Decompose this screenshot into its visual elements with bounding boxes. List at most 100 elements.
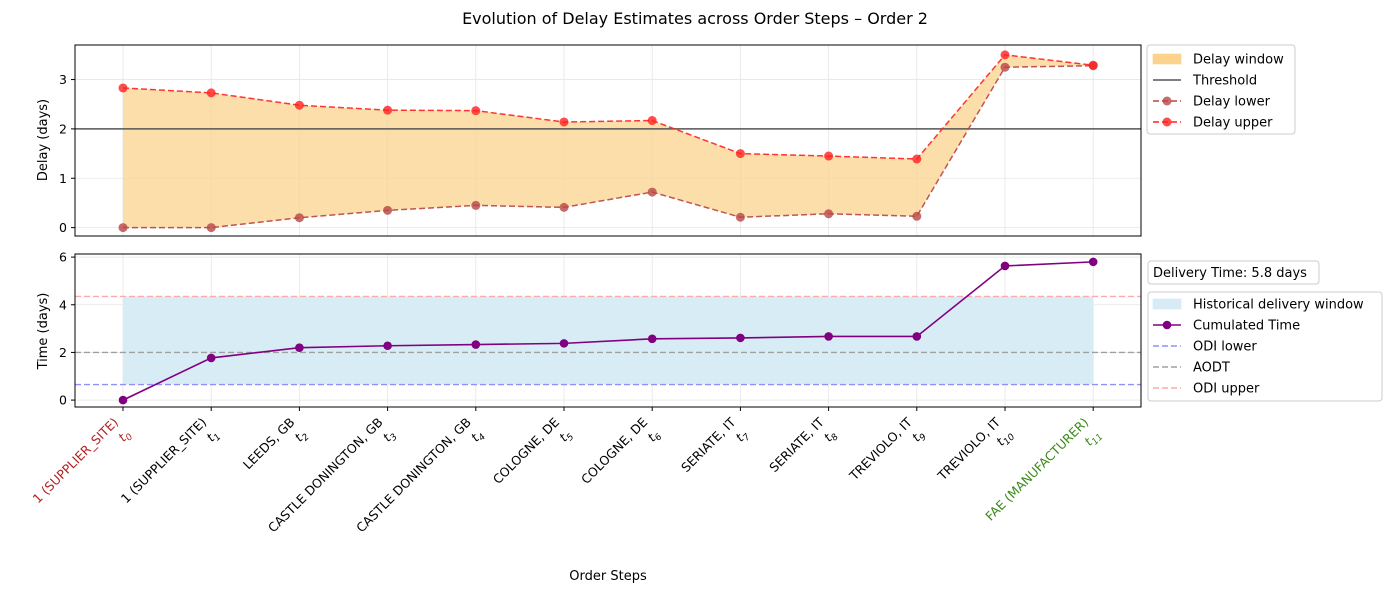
x-tick-step: t8 xyxy=(821,426,841,446)
y-tick-label: 6 xyxy=(59,250,67,265)
delay-lower-point xyxy=(471,200,481,210)
cumulated-time-point xyxy=(824,332,833,341)
delay-lower-point xyxy=(647,187,657,197)
legend-delay-window-swatch xyxy=(1152,53,1182,65)
x-tick-label-group: FAE (MANUFACTURER)t11 xyxy=(982,415,1105,524)
y-tick-label: 0 xyxy=(59,393,67,408)
cumulated-time-point xyxy=(1088,257,1098,267)
cumulated-time-point xyxy=(383,341,392,351)
delay-lower-point xyxy=(824,209,834,219)
cumulated-time-point xyxy=(206,353,216,363)
delay-upper-point xyxy=(294,100,304,110)
x-tick-labels: 1 (SUPPLIER_SITE)t01 (SUPPLIER_SITE)t1 LE… xyxy=(30,407,1105,535)
x-tick-step: t4 xyxy=(468,426,488,446)
time-panel-yticks: 0 2 4 6 xyxy=(59,250,75,408)
legend-delay-lower-swatch-marker xyxy=(1162,96,1172,106)
legend-ref-2-label: ODI upper xyxy=(1193,382,1260,397)
delivery-time-annotation: Delivery Time: 5.8 days xyxy=(1153,266,1307,281)
legend-delay-upper-label: Delay upper xyxy=(1193,116,1273,131)
time-panel-frame xyxy=(74,253,1142,408)
delay-upper-point xyxy=(1000,50,1010,60)
delay-upper-point xyxy=(206,88,216,98)
delay-upper-point xyxy=(647,116,657,126)
delay-panel-frame xyxy=(74,44,1142,237)
y-tick-label: 0 xyxy=(59,220,67,235)
legend-delay-upper-swatch-marker xyxy=(1162,117,1172,127)
delay-upper-point xyxy=(383,105,393,115)
legend-ref-1-label: AODT xyxy=(1193,361,1230,376)
delay-legend: Delay window Threshold Delay lower Delay up… xyxy=(1146,44,1296,135)
delay-upper-point xyxy=(824,151,834,161)
delay-lower-line xyxy=(123,64,1094,229)
time-panel-markers xyxy=(118,257,1098,405)
y-tick-label: 2 xyxy=(59,121,67,136)
x-tick-location: COLOGNE, DE xyxy=(578,414,650,486)
x-tick-location: TREVIOLO, IT xyxy=(934,414,1003,483)
x-axis-label: Order Steps xyxy=(569,569,647,584)
delay-lower-point xyxy=(294,213,304,223)
x-tick-location: FAE (MANUFACTURER) xyxy=(982,415,1091,524)
legend-ref-0-label: ODI lower xyxy=(1193,340,1257,355)
delay-panel-markers xyxy=(118,50,1098,233)
delay-upper-point xyxy=(559,117,569,127)
cumulated-time-line xyxy=(122,261,1094,401)
delivery-time-annotation-box: Delivery Time: 5.8 days xyxy=(1147,260,1320,285)
delay-upper-point xyxy=(1088,60,1098,70)
x-tick-step: t6 xyxy=(644,426,664,446)
cumulated-time-point xyxy=(559,339,569,348)
legend-threshold-label: Threshold xyxy=(1192,74,1257,89)
legend-delay-window-label: Delay window xyxy=(1193,53,1284,68)
time-panel: 0 2 4 6 Time (days) xyxy=(36,250,1142,408)
x-tick-step: t7 xyxy=(732,426,752,446)
delay-lower-point xyxy=(383,205,393,215)
delay-lower-point xyxy=(559,202,569,212)
delay-lower-point xyxy=(206,223,216,233)
delay-window-band xyxy=(123,54,1094,228)
delay-legend-box xyxy=(1146,44,1296,135)
cumulated-time-point xyxy=(912,332,922,341)
delay-lower-point xyxy=(118,223,128,233)
cumulated-time-point xyxy=(647,334,657,344)
legend-cumulated-time-label: Cumulated Time xyxy=(1193,319,1300,334)
cumulated-time-point xyxy=(118,395,128,405)
delay-upper-point xyxy=(735,149,745,159)
y-tick-label: 3 xyxy=(59,72,67,87)
x-tick-step: t5 xyxy=(556,426,576,446)
delay-ylabel: Delay (days) xyxy=(36,99,51,181)
delay-lower-point xyxy=(912,211,922,221)
time-panel-lines xyxy=(75,261,1141,401)
delay-lower-point xyxy=(1000,62,1010,72)
time-ylabel: Time (days) xyxy=(36,293,51,371)
delay-upper-line xyxy=(122,54,1094,160)
legend-historical-window-swatch xyxy=(1152,298,1182,310)
legend-historical-window-label: Historical delivery window xyxy=(1193,298,1364,313)
delay-upper-point xyxy=(912,154,922,164)
x-tick-location: SERIATE, IT xyxy=(766,414,827,475)
x-tick-location: 1 (SUPPLIER_SITE) xyxy=(118,415,210,507)
delay-lower-point xyxy=(735,212,745,222)
y-tick-label: 1 xyxy=(59,171,67,186)
delay-window-area xyxy=(123,54,1094,228)
y-tick-label: 2 xyxy=(59,345,67,360)
x-tick-location: LEEDS, GB xyxy=(240,415,298,473)
cumulated-time-point xyxy=(295,343,304,352)
cumulated-time-point xyxy=(736,333,745,343)
x-tick-label-group: 1 (SUPPLIER_SITE)t0 xyxy=(30,415,136,507)
x-tick-step: t9 xyxy=(909,426,929,446)
delivery-time-box xyxy=(1147,260,1320,285)
cumulated-time-point xyxy=(1000,261,1010,271)
x-tick-label-group: 1 (SUPPLIER_SITE)t1 xyxy=(118,415,224,507)
x-tick-step: t2 xyxy=(291,426,311,446)
y-tick-label: 4 xyxy=(59,297,67,312)
chart-title: Evolution of Delay Estimates across Orde… xyxy=(462,9,928,28)
x-tick-location: SERIATE, IT xyxy=(678,414,739,475)
legend-delay-lower-label: Delay lower xyxy=(1193,95,1271,110)
legend-cumulated-time-swatch-marker xyxy=(1162,320,1172,330)
